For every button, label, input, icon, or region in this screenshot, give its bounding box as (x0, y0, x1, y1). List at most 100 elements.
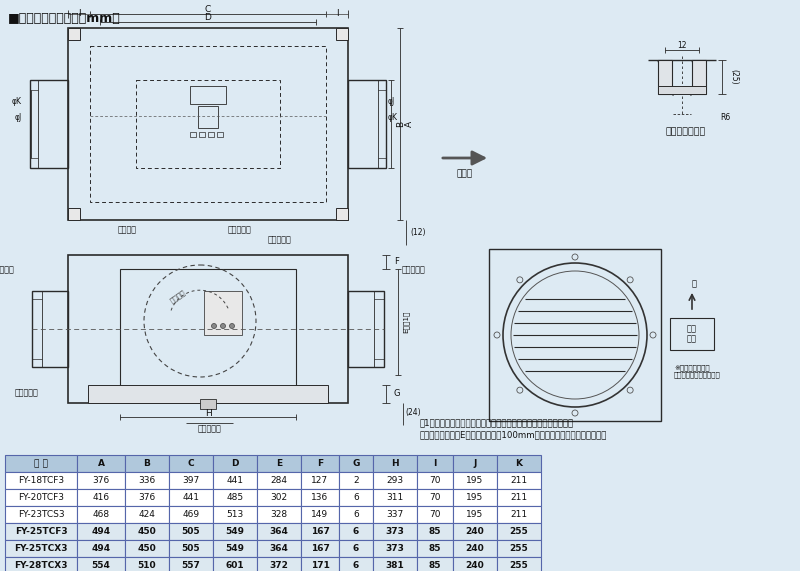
Text: 2: 2 (353, 476, 359, 485)
Bar (257, 506, 301, 523)
Bar (257, 557, 301, 571)
Text: (25): (25) (730, 69, 738, 85)
Bar (497, 455, 541, 472)
Text: ドレン抜き: ドレン抜き (197, 424, 221, 433)
Text: 337: 337 (386, 510, 404, 519)
Text: 85: 85 (429, 527, 442, 536)
Bar (339, 540, 373, 557)
Text: 255: 255 (510, 527, 528, 536)
Text: 513: 513 (226, 510, 244, 519)
Bar (169, 557, 213, 571)
Text: 127: 127 (311, 476, 329, 485)
Bar (213, 540, 257, 557)
Bar (339, 472, 373, 489)
Bar (5, 455, 77, 472)
Bar (497, 489, 541, 506)
Bar (339, 523, 373, 540)
Bar (213, 506, 257, 523)
Text: F: F (394, 258, 399, 267)
Text: I: I (78, 10, 80, 18)
Bar (373, 489, 417, 506)
Text: φK: φK (12, 98, 22, 107)
Text: 255: 255 (510, 561, 528, 570)
Text: φK: φK (388, 114, 398, 123)
Bar (453, 455, 497, 472)
Bar (453, 506, 497, 523)
Bar (77, 472, 125, 489)
Bar (169, 506, 213, 523)
Text: 6: 6 (353, 527, 359, 536)
Text: F: F (317, 459, 323, 468)
Text: 回転方向: 回転方向 (169, 288, 187, 304)
Bar (301, 506, 339, 523)
Text: R6: R6 (720, 114, 730, 123)
Text: 557: 557 (182, 561, 201, 570)
Text: D: D (231, 459, 238, 468)
Bar (68, 28, 348, 220)
Bar (120, 269, 296, 389)
Text: D: D (205, 14, 211, 22)
Bar (339, 455, 373, 472)
Bar (213, 523, 257, 540)
Bar (198, 106, 218, 128)
Bar (417, 523, 453, 540)
Bar (199, 132, 205, 137)
Text: E（注1）: E（注1） (403, 311, 410, 333)
Bar (217, 132, 223, 137)
Bar (169, 472, 213, 489)
Text: I: I (434, 459, 437, 468)
Text: FY-18TCF3: FY-18TCF3 (18, 476, 64, 485)
Bar (257, 523, 301, 540)
Bar (77, 506, 125, 523)
Bar (417, 540, 453, 557)
Bar (68, 255, 348, 403)
Bar (213, 472, 257, 489)
Bar (5, 506, 77, 523)
Text: 328: 328 (270, 510, 287, 519)
Bar (5, 540, 77, 557)
Text: 149: 149 (311, 510, 329, 519)
Text: φJ: φJ (388, 98, 395, 107)
Bar (5, 523, 77, 540)
Text: 505: 505 (182, 527, 200, 536)
Text: アダプター: アダプター (402, 266, 426, 275)
Text: 336: 336 (138, 476, 156, 485)
Text: 6: 6 (353, 544, 359, 553)
Text: ■外形寸法図（単位：mm）: ■外形寸法図（単位：mm） (8, 12, 121, 25)
Bar (125, 455, 169, 472)
Text: 195: 195 (466, 510, 484, 519)
Bar (301, 489, 339, 506)
Bar (125, 523, 169, 540)
Text: C: C (205, 6, 211, 14)
Text: 364: 364 (270, 544, 289, 553)
Bar (373, 523, 417, 540)
Text: 品 番: 品 番 (34, 459, 48, 468)
Circle shape (211, 324, 217, 328)
Text: H: H (391, 459, 399, 468)
Text: 240: 240 (466, 544, 484, 553)
Bar (77, 540, 125, 557)
Text: 吊り金具詳細図: 吊り金具詳細図 (666, 127, 706, 136)
Text: B: B (143, 459, 150, 468)
Bar (5, 489, 77, 506)
Bar (497, 540, 541, 557)
Text: 211: 211 (510, 510, 527, 519)
Text: G: G (394, 389, 401, 399)
Bar (339, 506, 373, 523)
Bar (169, 523, 213, 540)
Text: 211: 211 (510, 476, 527, 485)
Bar (417, 506, 453, 523)
Text: 点検パネル: 点検パネル (228, 226, 252, 235)
Bar (301, 455, 339, 472)
Text: E: E (276, 459, 282, 468)
Text: 302: 302 (270, 493, 287, 502)
Text: 424: 424 (138, 510, 155, 519)
Bar (190, 86, 226, 104)
Text: 設置
方向: 設置 方向 (687, 324, 697, 344)
Bar (301, 472, 339, 489)
Bar (336, 28, 348, 40)
Bar (32, 291, 68, 367)
Text: 12: 12 (678, 42, 686, 50)
Bar (257, 489, 301, 506)
Bar (417, 455, 453, 472)
